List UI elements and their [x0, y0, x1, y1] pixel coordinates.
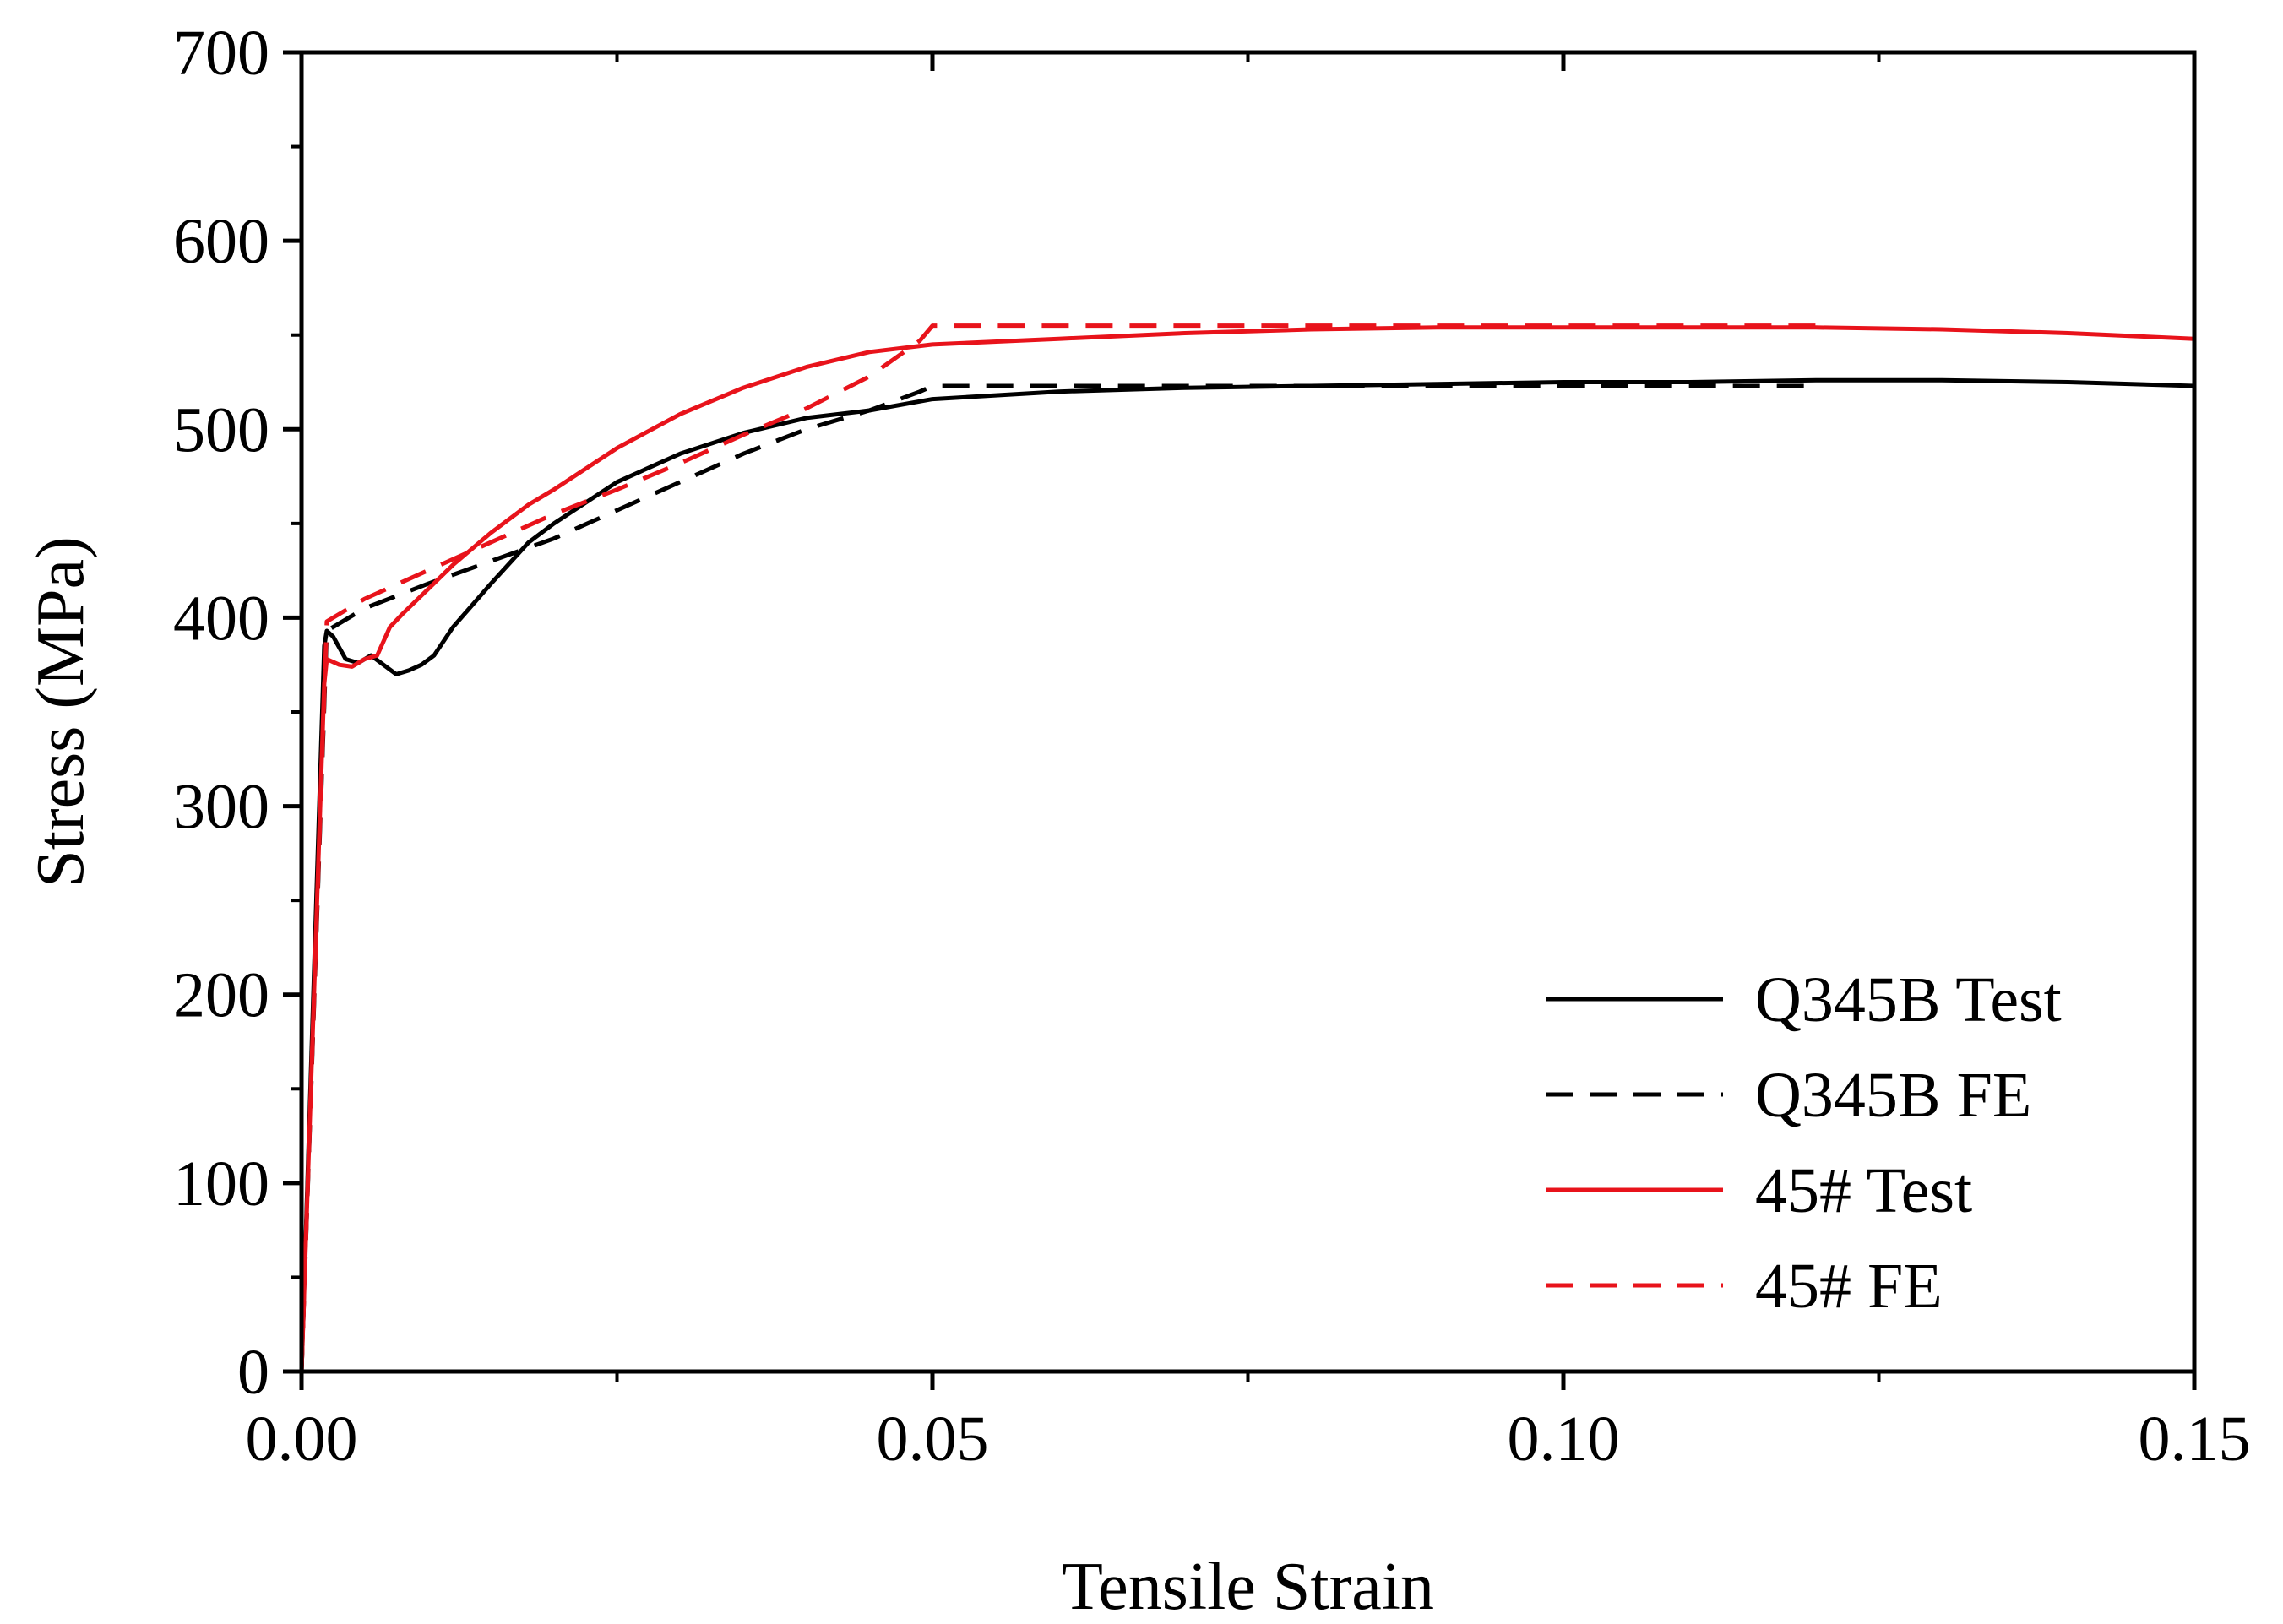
x-tick-label-0: 0.00 [246, 1404, 358, 1475]
ticks-layer: 0 100 200 300 400 500 600 700 0.00 0.05 0.10 0.15 [173, 18, 2251, 1475]
x-tick-label-3: 0.15 [2139, 1404, 2251, 1475]
legend: Q345B Test Q345B FE 45# Test 45# FE [1546, 964, 2062, 1322]
y-axis-title: Stress (MPa) [24, 536, 98, 888]
y-tick-label-0: 0 [237, 1337, 269, 1408]
legend-label-1: Q345B Test [1755, 964, 2062, 1035]
x-axis-title: Tensile Strain [1062, 1550, 1434, 1624]
y-tick-label-400: 400 [173, 583, 269, 654]
y-tick-label-600: 600 [173, 206, 269, 277]
x-tick-label-1: 0.05 [877, 1404, 989, 1475]
legend-label-2: Q345B FE [1755, 1060, 2031, 1131]
y-tick-label-700: 700 [173, 18, 269, 89]
y-tick-label-500: 500 [173, 394, 269, 465]
series-layer [299, 323, 2195, 1372]
x-tick-label-2: 0.10 [1508, 1404, 1620, 1475]
y-tick-label-200: 200 [173, 960, 269, 1031]
legend-label-3: 45# Test [1755, 1155, 1972, 1226]
series-line-2 [299, 383, 1816, 1372]
legend-label-4: 45# FE [1755, 1251, 1943, 1322]
y-tick-label-100: 100 [173, 1149, 269, 1219]
series-line-4 [299, 323, 1816, 1372]
y-tick-label-300: 300 [173, 772, 269, 843]
